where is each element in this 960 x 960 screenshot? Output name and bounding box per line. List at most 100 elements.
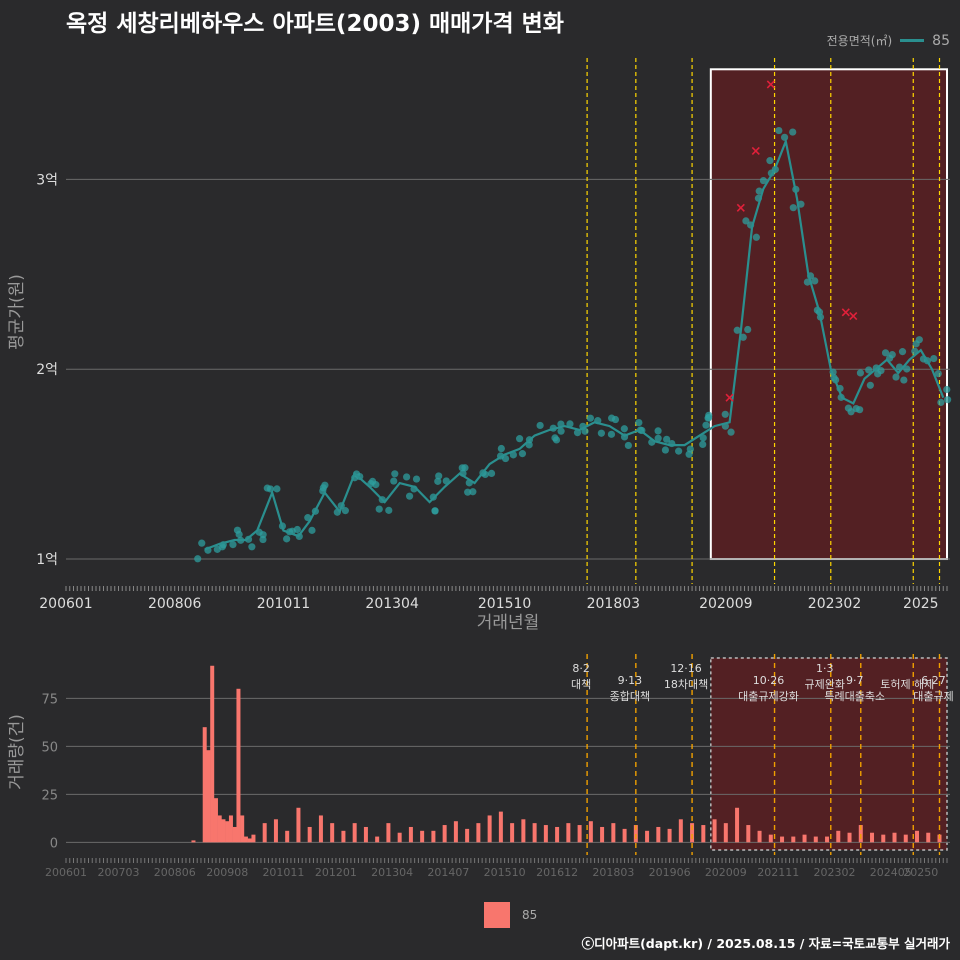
- price-point: [248, 543, 256, 551]
- x-tick-label: 201510: [478, 596, 531, 612]
- volume-bar: [330, 823, 335, 843]
- x-tick-label: 2025: [903, 596, 939, 612]
- volume-y-tick-label: 75: [41, 692, 58, 707]
- volume-chart: 0 25 50 75 8·2 대책 9·13 종합대책 12·16 18차대책 10·26 대출규제강…: [7, 654, 954, 879]
- highlight-box: [709, 68, 949, 561]
- volume-bar: [588, 821, 593, 843]
- volume-bar: [247, 838, 252, 843]
- policy-date-label: 12·16: [670, 662, 702, 675]
- volume-highlight-box: [710, 657, 948, 851]
- price-point: [881, 349, 890, 357]
- cross-marker: [766, 80, 775, 89]
- x-axis-title: 거래년월: [477, 613, 540, 630]
- y-tick-label: 1억: [36, 552, 58, 568]
- price-point: [293, 525, 301, 534]
- price-point: [405, 492, 414, 500]
- price-point: [775, 126, 783, 135]
- volume-bar: [262, 823, 267, 843]
- volume-bar: [221, 819, 226, 843]
- volume-bar: [341, 830, 346, 843]
- volume-bar: [611, 823, 616, 843]
- price-point: [518, 450, 527, 458]
- volume-bar: [566, 823, 571, 843]
- price-point: [566, 420, 574, 428]
- volume-bar: [420, 830, 425, 843]
- volume-bar: [768, 834, 773, 843]
- price-point: [557, 427, 565, 435]
- volume-x-tick-label: 201201: [315, 866, 357, 879]
- price-point: [727, 428, 735, 436]
- y-axis-title: 평균가(원): [7, 274, 27, 350]
- price-point: [341, 507, 349, 515]
- price-line-85: [204, 137, 945, 551]
- volume-bar: [847, 832, 852, 843]
- policy-event-label: 18차대책: [664, 678, 708, 691]
- cross-marker: [736, 203, 745, 212]
- price-point: [431, 507, 439, 515]
- volume-bar: [210, 665, 215, 843]
- price-point: [930, 354, 938, 363]
- volume-x-tick-label: 200703: [97, 866, 139, 879]
- y-tick-label: 3억: [36, 172, 58, 188]
- x-tick-label: 201304: [365, 596, 419, 612]
- price-point: [912, 340, 920, 348]
- volume-bar: [780, 836, 785, 843]
- x-tick-label: 200601: [39, 596, 92, 612]
- volume-bar: [690, 823, 695, 843]
- volume-bar: [858, 825, 863, 843]
- volume-bar: [285, 830, 290, 843]
- x-tick-label: 202009: [699, 596, 752, 612]
- x-tick-label: 201011: [257, 596, 310, 612]
- volume-bar: [870, 832, 875, 843]
- policy-event-label: 토허제 해제: [880, 677, 934, 691]
- volume-x-tick-label: 200908: [206, 866, 248, 879]
- volume-bar: [555, 826, 560, 843]
- price-point: [233, 526, 242, 534]
- volume-bar: [656, 826, 661, 843]
- price-point: [733, 326, 741, 334]
- price-point: [515, 435, 524, 443]
- price-point: [663, 435, 671, 443]
- volume-y-tick-label: 25: [41, 788, 58, 803]
- volume-x-tick-label: 201407: [427, 866, 469, 879]
- price-point: [739, 333, 747, 341]
- volume-bar: [240, 815, 245, 843]
- volume-x-tick-label: 201011: [262, 866, 304, 879]
- legend-top: 전용면적(㎡) 85: [827, 32, 950, 49]
- policy-date-label: 10·26: [753, 674, 785, 687]
- legend-title: 전용면적(㎡): [826, 34, 893, 48]
- price-point: [552, 436, 561, 444]
- price-point: [620, 425, 628, 433]
- volume-bar: [232, 826, 237, 843]
- volume-bar: [442, 825, 447, 843]
- price-point: [780, 133, 789, 141]
- policy-date-label: 9·7: [846, 674, 864, 687]
- cross-marker: [841, 308, 850, 317]
- volume-bar: [633, 825, 638, 843]
- policy-date-label: 8·2: [572, 662, 590, 675]
- volume-bar: [217, 815, 222, 843]
- price-point: [469, 488, 477, 496]
- price-point: [900, 376, 908, 384]
- volume-bar: [453, 821, 458, 843]
- volume-bar: [431, 830, 436, 843]
- legend-bar-label: 85: [522, 908, 538, 922]
- volume-bar: [723, 823, 728, 843]
- volume-x-tick-label: 201803: [592, 866, 634, 879]
- price-point: [597, 429, 605, 437]
- volume-x-tick-label: 202009: [705, 866, 747, 879]
- volume-bar: [498, 811, 503, 843]
- volume-x-tick-label: 202111: [757, 866, 799, 879]
- volume-y-tick-label: 50: [41, 740, 58, 755]
- volume-bar: [521, 819, 526, 843]
- price-point: [434, 477, 442, 485]
- volume-x-tick-label: 201304: [371, 866, 413, 879]
- volume-bar: [667, 828, 672, 843]
- price-point: [198, 539, 206, 547]
- price-point: [759, 176, 768, 185]
- volume-bar: [825, 836, 830, 843]
- policy-event-label: 규제완화: [805, 678, 845, 691]
- volume-bar: [926, 832, 931, 843]
- volume-bar: [318, 815, 323, 843]
- volume-bar: [202, 727, 207, 843]
